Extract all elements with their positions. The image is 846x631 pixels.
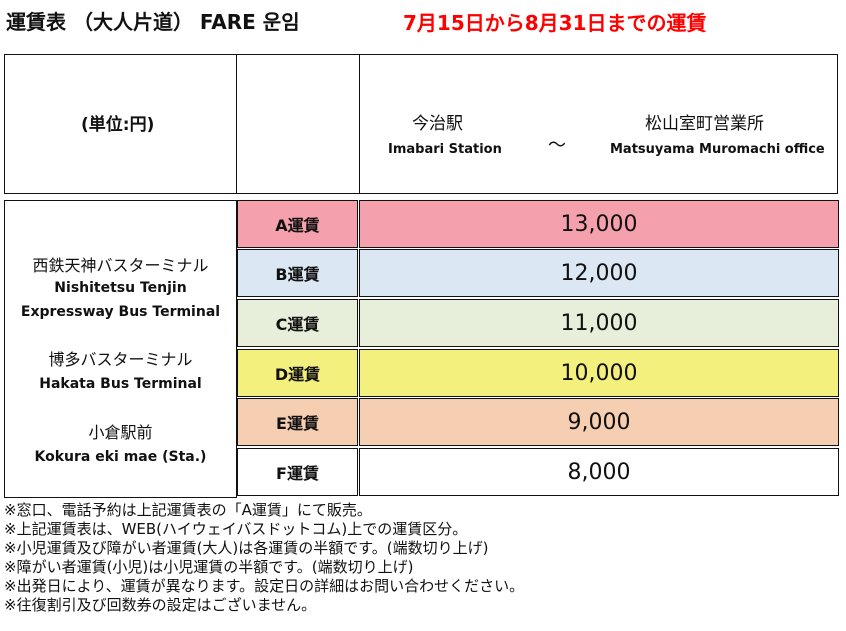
fare-value-d: 10,000 [359,349,839,397]
fare-value-e: 9,000 [359,398,839,446]
stop-3-en: Kokura eki mae (Sta.) [34,449,207,465]
fare-period-title: 7月15日から8月31日までの運賃 [403,11,707,35]
fare-value-b: 12,000 [359,249,839,297]
note-2: ※上記運賃表は、WEB(ハイウェイバスドットコム)上での運賃区分。 [4,520,468,538]
route-separator: 〜 [548,135,566,156]
stop-1-ja: 西鉄天神バスターミナル [32,256,209,275]
fare-value-c: 11,000 [359,299,839,347]
note-1: ※窓口、電話予約は上記運賃表の「A運賃」にて販売。 [4,501,372,519]
page-title: 運賃表 （大人片道） FARE 운임 [6,10,300,34]
note-4: ※障がい者運賃(小児)は小児運賃の半額です。(端数切り上げ) [4,558,414,576]
header-box [4,54,838,194]
note-6: ※往復割引及び回数券の設定はございません。 [4,596,317,614]
fare-label-a: A運賃 [237,200,358,248]
stop-2-ja: 博多バスターミナル [48,350,193,369]
stops-box [4,200,237,498]
destination-station-en: Matsuyama Muromachi office [610,142,825,157]
stop-2-en: Hakata Bus Terminal [39,376,202,392]
header-divider-right [359,54,360,194]
stop-1-en-line2: Expressway Bus Terminal [20,304,221,320]
origin-station-ja: 今治駅 [412,114,463,134]
stop-1-en-line1: Nishitetsu Tenjin [54,280,187,296]
unit-label: (単位:円) [81,115,155,135]
fare-label-e: E運賃 [237,398,358,446]
origin-station-en: Imabari Station [388,142,502,157]
header-divider-left [236,54,237,194]
fare-label-c: C運賃 [237,299,358,347]
stop-3-ja: 小倉駅前 [88,423,153,442]
fare-value-a: 13,000 [359,200,839,248]
notes-block: ※窓口、電話予約は上記運賃表の「A運賃」にて販売。 ※上記運賃表は、WEB(ハイ… [4,501,524,615]
fare-label-b: B運賃 [237,249,358,297]
note-5: ※出発日により、運賃が異なります。設定日の詳細はお問い合わせください。 [4,577,525,595]
fare-value-f: 8,000 [359,448,839,496]
note-3: ※小児運賃及び障がい者運賃(大人)は各運賃の半額です。(端数切り上げ) [4,539,489,557]
fare-label-d: D運賃 [237,349,358,397]
destination-station-ja: 松山室町営業所 [645,114,764,134]
fare-label-f: F運賃 [237,448,358,496]
